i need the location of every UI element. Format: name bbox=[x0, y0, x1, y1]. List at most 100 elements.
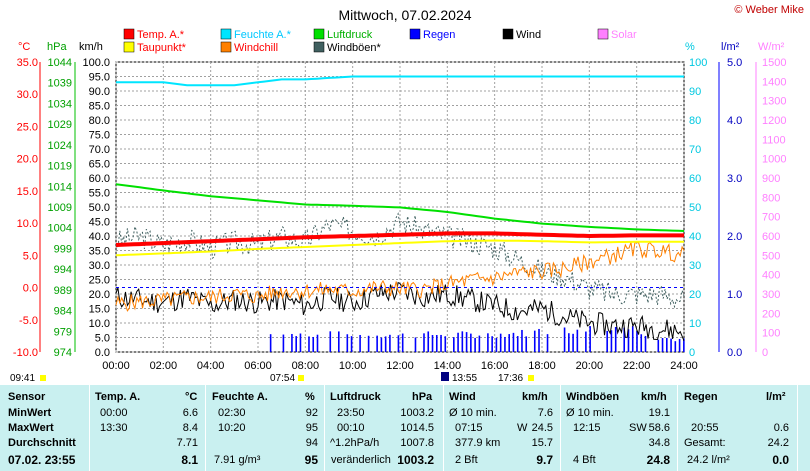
rain-label: Gesamt: bbox=[684, 437, 726, 449]
rain-tick-label: 4.0 bbox=[727, 115, 742, 127]
legend-swatch bbox=[220, 41, 232, 53]
header-gust-unit: km/h bbox=[641, 391, 667, 403]
percent-tick-label: 20 bbox=[689, 289, 701, 301]
rain-bar bbox=[367, 335, 370, 352]
legend-swatch bbox=[313, 28, 325, 40]
rain-bar bbox=[640, 334, 643, 352]
gust-value: 58.6 bbox=[648, 422, 670, 434]
x-tick-label: 08:00 bbox=[292, 360, 320, 372]
pressure-tick-label: 1004 bbox=[48, 223, 72, 235]
row-label: Durchschnitt bbox=[8, 437, 76, 449]
legend-label: Luftdruck bbox=[327, 29, 373, 41]
rain-bar bbox=[589, 326, 591, 352]
copyright: © Weber Mike bbox=[734, 4, 804, 16]
wind-tick-label: 85.0 bbox=[89, 101, 110, 113]
solar-tick-label: 1200 bbox=[762, 115, 786, 127]
wind-label: Ø 10 min. bbox=[449, 407, 497, 419]
rain-bar bbox=[576, 329, 579, 352]
solar-tick-label: 100 bbox=[762, 328, 780, 340]
press-value: 1003.2 bbox=[397, 453, 434, 467]
rain-tick-label: 1.0 bbox=[727, 289, 742, 301]
percent-tick-label: 90 bbox=[689, 86, 701, 98]
rain-bar bbox=[337, 331, 340, 352]
rain-bar bbox=[525, 336, 528, 352]
rain-bar bbox=[521, 329, 523, 352]
header-rain-unit: l/m² bbox=[766, 391, 786, 403]
legend-swatch bbox=[123, 28, 135, 40]
wind-tick-label: 100.0 bbox=[82, 57, 110, 69]
solar-unit-label: W/m² bbox=[758, 41, 785, 53]
legend-swatch bbox=[502, 28, 514, 40]
wind-tick-label: 55.0 bbox=[89, 188, 110, 200]
x-tick-label: 06:00 bbox=[244, 360, 272, 372]
wind-unit-label: km/h bbox=[79, 41, 103, 53]
moonset-label: 13:55 bbox=[452, 373, 477, 384]
gust-value: 24.8 bbox=[646, 453, 670, 467]
rain-bar bbox=[308, 336, 310, 352]
solar-tick-label: 800 bbox=[762, 192, 780, 204]
rain-bar bbox=[397, 335, 400, 352]
series-line-windchill bbox=[115, 241, 685, 312]
sunrise-marker bbox=[298, 375, 304, 381]
header-sensor: Sensor bbox=[8, 391, 46, 403]
rain-bar bbox=[350, 336, 353, 352]
legend-swatch bbox=[597, 28, 609, 40]
wind-tick-label: 40.0 bbox=[89, 231, 110, 243]
rain-bar bbox=[470, 333, 472, 352]
wind-value: 24.5 bbox=[531, 422, 553, 434]
moonrise-marker bbox=[40, 375, 46, 381]
rain-bar bbox=[504, 336, 506, 352]
temp-tick-label: -5.0 bbox=[19, 315, 38, 327]
hum-value: 95 bbox=[305, 422, 318, 434]
solar-tick-label: 900 bbox=[762, 173, 780, 185]
x-tick-label: 02:00 bbox=[150, 360, 178, 372]
wind-tick-label: 75.0 bbox=[89, 130, 110, 142]
gust-value: 19.1 bbox=[648, 407, 670, 419]
temp-value: 8.1 bbox=[181, 453, 198, 467]
wind-value: 15.7 bbox=[531, 437, 553, 449]
legend-label: Feuchte A.* bbox=[234, 29, 292, 41]
rain-bar bbox=[427, 331, 430, 352]
rain-bar bbox=[491, 336, 493, 352]
rain-bar bbox=[610, 330, 613, 352]
wind-tick-label: 80.0 bbox=[89, 115, 110, 127]
wind-label: 2 Bft bbox=[455, 454, 478, 466]
rain-bar bbox=[444, 336, 447, 352]
rain-bar bbox=[423, 333, 425, 352]
x-tick-label: 16:00 bbox=[481, 360, 509, 372]
wind-tick-label: 65.0 bbox=[89, 159, 110, 171]
pressure-tick-label: 1039 bbox=[48, 78, 72, 90]
wind-tick-label: 30.0 bbox=[89, 260, 110, 272]
rain-bar bbox=[627, 329, 630, 352]
pressure-tick-label: 989 bbox=[54, 285, 72, 297]
rain-bar bbox=[329, 331, 332, 352]
rain-bar bbox=[312, 336, 315, 352]
press-value: 1003.2 bbox=[400, 407, 434, 419]
wind-tick-label: 95.0 bbox=[89, 72, 110, 84]
temp-tick-label: 0.0 bbox=[23, 283, 38, 295]
weather-chart: Mittwoch, 07.02.2024100.095.090.085.080.… bbox=[10, 7, 786, 384]
x-tick-label: 22:00 bbox=[623, 360, 651, 372]
temp-value: 8.4 bbox=[182, 422, 198, 434]
pressure-unit-label: hPa bbox=[47, 41, 67, 53]
temp-tick-label: 5.0 bbox=[23, 250, 38, 262]
rain-bar bbox=[623, 327, 626, 352]
pressure-tick-label: 1034 bbox=[48, 98, 72, 110]
legend-label: Wind bbox=[516, 29, 541, 41]
rain-bar bbox=[683, 338, 685, 352]
percent-tick-label: 40 bbox=[689, 231, 701, 243]
header-humidity-unit: % bbox=[305, 391, 315, 403]
solar-tick-label: 1400 bbox=[762, 76, 786, 88]
rain-bar bbox=[614, 327, 617, 352]
hum-value: 95 bbox=[304, 453, 318, 467]
legend-swatch bbox=[220, 28, 232, 40]
pressure-tick-label: 1029 bbox=[48, 119, 72, 131]
header-temp: Temp. A. bbox=[95, 391, 141, 403]
solar-tick-label: 1000 bbox=[762, 154, 786, 166]
rain-unit-label: l/m² bbox=[721, 41, 740, 53]
legend-label: Solar bbox=[611, 29, 637, 41]
rain-bar bbox=[572, 333, 574, 352]
press-trend: veränderlich bbox=[331, 454, 391, 466]
rain-bar bbox=[457, 332, 459, 352]
pressure-tick-label: 1019 bbox=[48, 161, 72, 173]
